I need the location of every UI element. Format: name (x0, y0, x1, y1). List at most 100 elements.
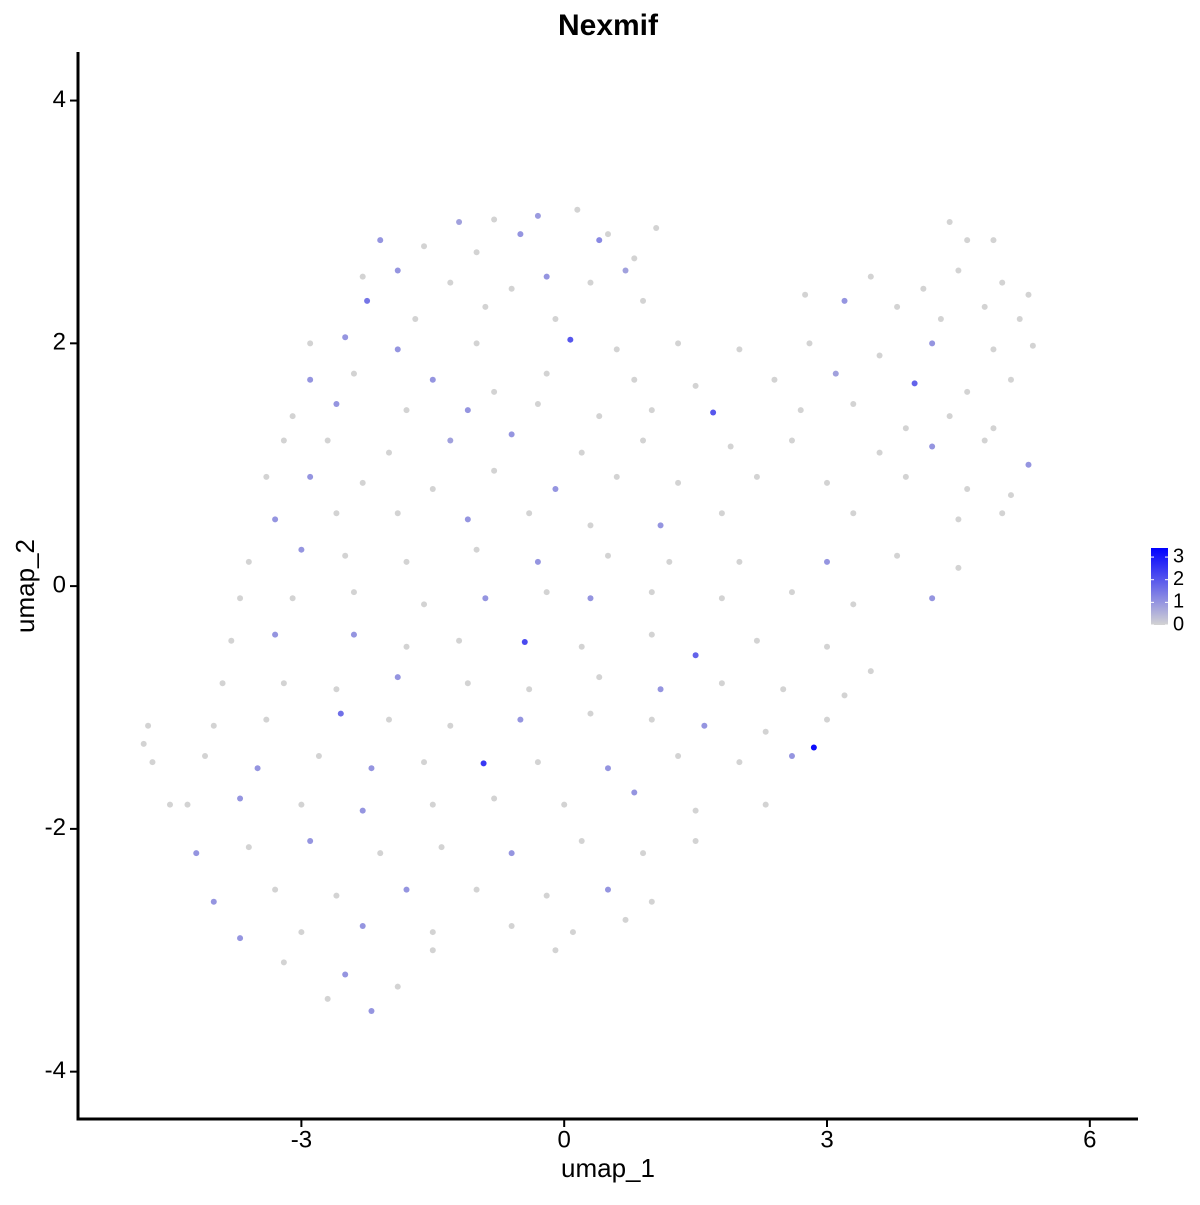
point (210, 898, 217, 905)
point (254, 765, 261, 772)
point (990, 237, 997, 244)
point (613, 346, 620, 353)
point (648, 589, 655, 596)
point (1016, 316, 1023, 323)
point (263, 473, 270, 480)
point (946, 413, 953, 420)
point (473, 886, 480, 893)
point (184, 801, 191, 808)
point (920, 285, 927, 292)
colorbar-label: 3 (1173, 545, 1184, 567)
point (228, 637, 235, 644)
point (245, 558, 252, 565)
point (482, 303, 489, 310)
point (508, 922, 515, 929)
point (245, 844, 252, 851)
point (657, 522, 664, 529)
point (552, 316, 559, 323)
point (491, 467, 498, 474)
point (385, 716, 392, 723)
point (569, 929, 576, 936)
point (567, 336, 574, 343)
point (464, 407, 471, 414)
point (456, 637, 463, 644)
point (902, 425, 909, 432)
point (350, 589, 357, 596)
point (692, 838, 699, 845)
point (543, 892, 550, 899)
point (605, 231, 611, 238)
point (534, 759, 541, 766)
point (333, 892, 340, 899)
point (894, 303, 901, 310)
point (587, 710, 594, 717)
point (824, 479, 831, 486)
point (342, 334, 349, 341)
point (543, 273, 550, 280)
point (237, 935, 244, 942)
point (587, 279, 594, 286)
point (447, 437, 454, 444)
point (342, 552, 349, 559)
point (394, 346, 401, 353)
point (675, 753, 682, 760)
point (421, 759, 428, 766)
point (342, 971, 349, 978)
point (280, 959, 287, 966)
point (692, 807, 699, 814)
point (692, 382, 699, 389)
point (666, 558, 673, 565)
point (534, 558, 541, 565)
point (359, 479, 366, 486)
point (140, 740, 147, 747)
point (631, 376, 638, 383)
point (824, 716, 831, 723)
point (272, 631, 279, 638)
point (771, 376, 778, 383)
point (640, 297, 647, 304)
point (762, 801, 769, 808)
point (631, 789, 638, 796)
point (298, 801, 305, 808)
point (753, 637, 760, 644)
point (517, 716, 524, 723)
point (149, 759, 156, 766)
point (145, 722, 152, 729)
point (648, 898, 655, 905)
point (937, 316, 944, 323)
point (605, 886, 611, 893)
point (307, 473, 314, 480)
y-tick-label: -2 (45, 814, 66, 841)
point (850, 401, 857, 408)
point (333, 401, 340, 408)
point (1025, 291, 1032, 298)
point (307, 376, 314, 383)
point (999, 279, 1006, 286)
point (640, 850, 647, 857)
point (429, 485, 436, 492)
point (491, 216, 498, 223)
colorbar (1151, 548, 1168, 625)
point (622, 267, 629, 274)
point (202, 753, 209, 760)
point (587, 595, 594, 602)
point (272, 886, 279, 893)
point (574, 206, 581, 213)
point (307, 838, 314, 845)
point (824, 558, 831, 565)
point (1007, 376, 1014, 383)
point (289, 595, 296, 602)
point (337, 710, 344, 717)
point (394, 983, 401, 990)
point (534, 401, 541, 408)
point (964, 388, 971, 395)
point (1007, 492, 1014, 499)
point (762, 728, 769, 735)
point (438, 844, 445, 851)
point (990, 346, 997, 353)
point (403, 407, 410, 414)
point (359, 807, 366, 814)
point (534, 212, 541, 219)
point (1025, 461, 1032, 468)
point (867, 668, 874, 675)
